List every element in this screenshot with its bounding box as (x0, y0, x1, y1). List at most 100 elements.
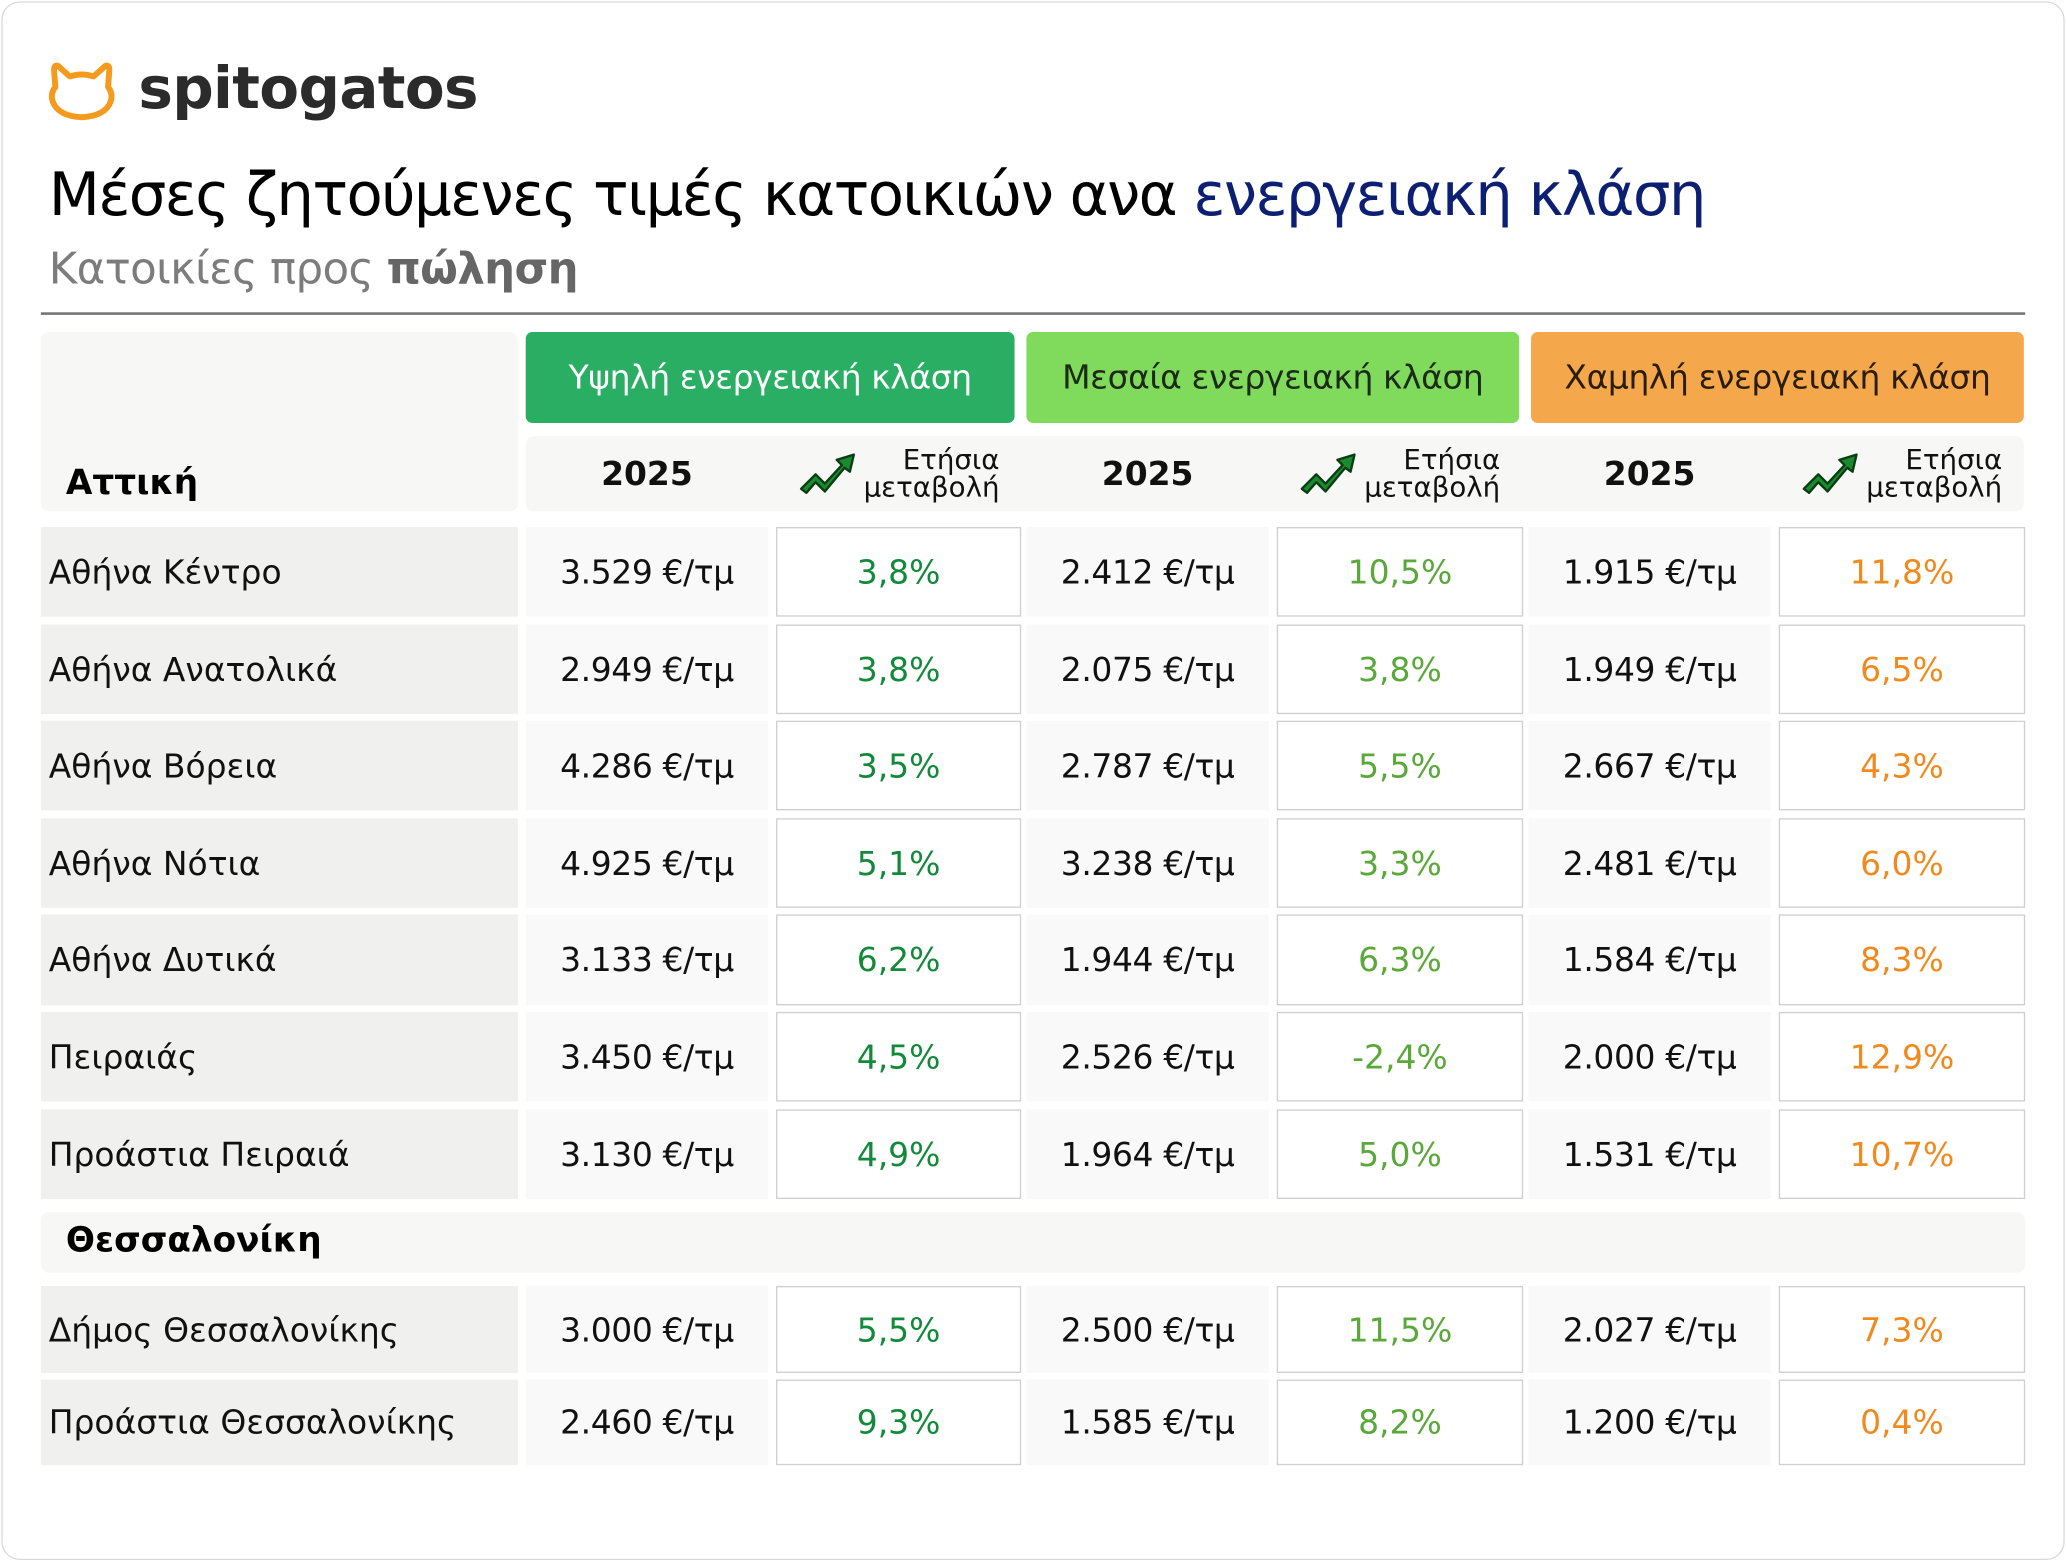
table-row: Πειραιάς 3.450 €/τμ 4,5% 2.526 €/τμ -2,4% 2.0… (40, 1011, 2026, 1102)
mid-change-cell: 5,5% (1276, 720, 1524, 811)
category-header-mid: Μεσαία ενεργειακή κλάση (1026, 332, 1520, 423)
high-price-cell: 3.130 €/τμ (525, 1109, 769, 1200)
page-title: Μέσες ζητούμενες τιμές κατοικιών ανα ενε… (48, 155, 1707, 234)
low-change-cell: 0,4% (1778, 1379, 2026, 1466)
high-change-cell: 9,3% (776, 1379, 1022, 1466)
low-price-cell: 1.915 €/τμ (1528, 527, 1771, 617)
mid-price-cell: 3.238 €/τμ (1026, 818, 1269, 908)
low-price-cell: 1.949 €/τμ (1528, 624, 1771, 715)
region-header-cell: Αττική (40, 332, 518, 512)
area-name: Δήμος Θεσσαλονίκης (40, 1285, 518, 1373)
annual-change-line2: μεταβολή (1364, 471, 1501, 503)
trend-up-icon (800, 452, 856, 494)
mid-change-cell: 8,2% (1276, 1379, 1524, 1466)
annual-change-label: Ετήσια μεταβολή (1364, 443, 1501, 503)
table-row: Προάστια Πειραιά 3.130 €/τμ 4,9% 1.964 €/τμ… (40, 1109, 2026, 1200)
high-price-cell: 4.286 €/τμ (525, 720, 769, 811)
table-row: Αθήνα Νότια 4.925 €/τμ 5,1% 3.238 €/τμ 3,3% 2… (40, 818, 2026, 908)
low-price-cell: 1.200 €/τμ (1528, 1379, 1771, 1466)
high-change-cell: 4,9% (776, 1109, 1022, 1200)
low-price-cell: 1.531 €/τμ (1528, 1109, 1771, 1200)
page-subtitle: Κατοικίες προς πώληση (48, 240, 579, 298)
mid-price-cell: 2.412 €/τμ (1026, 527, 1269, 617)
high-change-cell: 3,5% (776, 720, 1022, 811)
annual-change-line2: μεταβολή (1866, 471, 2003, 503)
low-change-cell: 7,3% (1778, 1285, 2026, 1373)
area-name: Αθήνα Βόρεια (40, 720, 518, 811)
mid-change-cell: 10,5% (1276, 527, 1524, 617)
annual-change-line1: Ετήσια (902, 443, 1000, 475)
title-main: Μέσες ζητούμενες τιμές κατοικιών ανα (48, 159, 1194, 230)
mid-price-cell: 2.500 €/τμ (1026, 1285, 1269, 1373)
area-name: Αθήνα Δυτικά (40, 914, 518, 1006)
table-row: Αθήνα Κέντρο 3.529 €/τμ 3,8% 2.412 €/τμ 10,5… (40, 527, 2026, 617)
mid-price-cell: 2.526 €/τμ (1026, 1011, 1269, 1102)
title-accent: ενεργειακή κλάση (1193, 159, 1706, 230)
subheader-annual-change: Ετήσια μεταβολή (776, 436, 1021, 511)
high-change-cell: 3,8% (776, 624, 1022, 715)
subtitle-main: Κατοικίες προς (48, 242, 387, 294)
area-name: Αθήνα Ανατολικά (40, 624, 518, 715)
low-price-cell: 2.000 €/τμ (1528, 1011, 1771, 1102)
high-price-cell: 4.925 €/τμ (525, 818, 769, 908)
mid-price-cell: 1.585 €/τμ (1026, 1379, 1269, 1466)
mid-change-cell: -2,4% (1276, 1011, 1524, 1102)
low-change-cell: 10,7% (1778, 1109, 2026, 1200)
subheader-annual-change: Ετήσια μεταβολή (1277, 436, 1522, 511)
low-price-cell: 2.481 €/τμ (1528, 818, 1771, 908)
annual-change-label: Ετήσια μεταβολή (863, 443, 1000, 503)
low-price-cell: 1.584 €/τμ (1528, 914, 1771, 1006)
mid-price-cell: 1.944 €/τμ (1026, 914, 1269, 1006)
high-change-cell: 5,5% (776, 1285, 1022, 1373)
high-change-cell: 5,1% (776, 818, 1022, 908)
table-row: Αθήνα Βόρεια 4.286 €/τμ 3,5% 2.787 €/τμ 5,5%… (40, 720, 2026, 811)
brand-logo: spitogatos (138, 55, 478, 123)
annual-change-label: Ετήσια μεταβολή (1866, 445, 2003, 503)
trend-up-icon (1803, 452, 1859, 494)
trend-up-icon (1301, 452, 1357, 494)
high-change-cell: 4,5% (776, 1011, 1022, 1102)
table-row: Αθήνα Δυτικά 3.133 €/τμ 6,2% 1.944 €/τμ 6,3%… (40, 914, 2026, 1006)
annual-change-line2: μεταβολή (863, 471, 1000, 503)
area-name: Προάστια Θεσσαλονίκης (40, 1379, 518, 1466)
mid-change-cell: 3,3% (1276, 818, 1524, 908)
section-header-thessaloniki: Θεσσαλονίκη (40, 1212, 2026, 1273)
low-change-cell: 4,3% (1778, 720, 2026, 811)
high-price-cell: 3.529 €/τμ (525, 527, 769, 617)
mid-price-cell: 2.787 €/τμ (1026, 720, 1269, 811)
mid-change-cell: 5,0% (1276, 1109, 1524, 1200)
table-row: Προάστια Θεσσαλονίκης 2.460 €/τμ 9,3% 1.585… (40, 1379, 2026, 1466)
low-change-cell: 6,5% (1778, 624, 2026, 715)
area-name: Προάστια Πειραιά (40, 1109, 518, 1200)
mid-change-cell: 6,3% (1276, 914, 1524, 1006)
subheader-year: 2025 (1603, 454, 1696, 493)
cat-head-icon (48, 62, 115, 121)
area-name: Αθήνα Κέντρο (40, 527, 518, 617)
table-row: Δήμος Θεσσαλονίκης 3.000 €/τμ 5,5% 2.500 €/… (40, 1285, 2026, 1373)
mid-price-cell: 1.964 €/τμ (1026, 1109, 1269, 1200)
low-price-cell: 2.027 €/τμ (1528, 1285, 1771, 1373)
mid-change-cell: 3,8% (1276, 624, 1524, 715)
low-change-cell: 11,8% (1778, 527, 2026, 617)
area-name: Πειραιάς (40, 1011, 518, 1102)
high-price-cell: 3.000 €/τμ (525, 1285, 769, 1373)
high-price-cell: 2.949 €/τμ (525, 624, 769, 715)
high-price-cell: 3.450 €/τμ (525, 1011, 769, 1102)
mid-change-cell: 11,5% (1276, 1285, 1524, 1373)
region-label-attica: Αττική (65, 463, 199, 504)
area-name: Αθήνα Νότια (40, 818, 518, 908)
subheader-annual-change: Ετήσια μεταβολή (1779, 436, 2024, 511)
category-header-high: Υψηλή ενεργειακή κλάση (525, 332, 1015, 423)
annual-change-line1: Ετήσια (1403, 443, 1501, 475)
high-change-cell: 6,2% (776, 914, 1022, 1006)
table-row: Αθήνα Ανατολικά 2.949 €/τμ 3,8% 2.075 €/τμ 3… (40, 624, 2026, 715)
category-header-low: Χαμηλή ενεργειακή κλάση (1531, 332, 2024, 423)
subheader-year: 2025 (1101, 454, 1194, 493)
high-price-cell: 3.133 €/τμ (525, 914, 769, 1006)
mid-price-cell: 2.075 €/τμ (1026, 624, 1269, 715)
region-label-thessaloniki: Θεσσαλονίκη (65, 1221, 322, 1261)
subtitle-bold: πώληση (386, 242, 578, 294)
low-change-cell: 8,3% (1778, 914, 2026, 1006)
high-change-cell: 3,8% (776, 527, 1022, 617)
subheader-year: 2025 (601, 454, 693, 493)
